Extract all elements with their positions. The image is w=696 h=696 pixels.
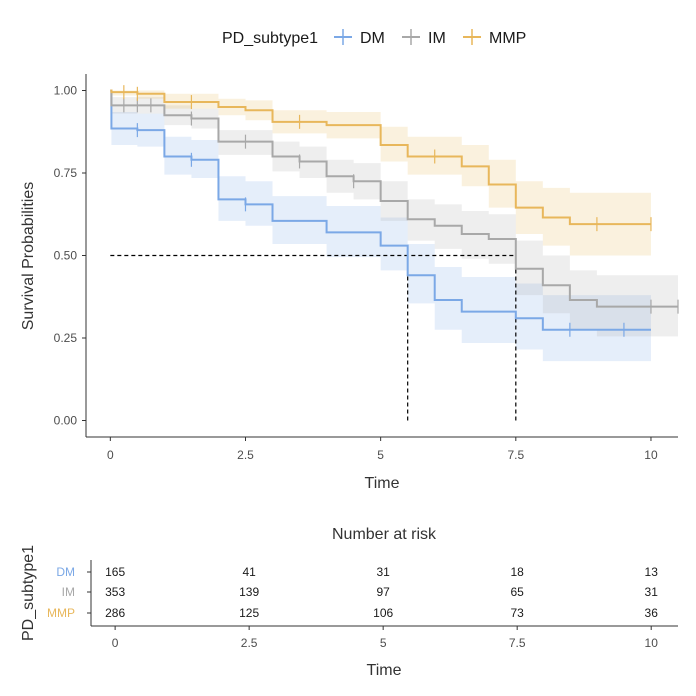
risk-count: 139 [239,585,259,599]
y-tick-label: 0.75 [54,166,78,180]
risk-row-im: IM 353 139 97 65 31 [62,585,659,599]
risk-x-axis-title: Time [367,662,402,679]
risk-count: 353 [105,585,125,599]
risk-x-tick-label: 10 [645,636,659,650]
risk-count: 31 [376,565,390,579]
survival-curve-mmp [110,89,651,226]
risk-count: 31 [645,585,659,599]
legend-label-dm: DM [360,30,385,47]
ci-band-im [110,90,679,337]
y-axis-title: Survival Probabilities [20,182,37,331]
x-axis-title: Time [365,475,400,492]
survival-curve-dm [110,89,651,331]
x-tick-label: 2.5 [237,448,254,462]
risk-row-dm: DM 165 41 31 18 13 [56,565,658,579]
risk-x-tick-label: 2.5 [241,636,258,650]
risk-count: 65 [510,585,524,599]
legend-item-mmp: MMP [463,29,526,47]
legend-item-dm: DM [334,29,385,47]
risk-count: 97 [376,585,390,599]
risk-count: 73 [510,606,524,620]
risk-count: 106 [373,606,393,620]
x-tick-label: 5 [377,448,384,462]
x-tick-label: 0 [107,448,114,462]
y-tick-label: 0.50 [54,249,78,263]
risk-x-tick-label: 7.5 [509,636,526,650]
risk-y-axis-title: PD_subtype1 [20,545,37,641]
legend-label-im: IM [428,30,446,47]
legend: PD_subtype1 DM IM MMP [222,29,526,47]
risk-table-title: Number at risk [332,526,437,543]
legend-label-mmp: MMP [489,30,526,47]
y-tick-label: 0.00 [54,414,78,428]
x-tick-label: 7.5 [507,448,524,462]
risk-x-tick-label: 5 [380,636,387,650]
x-tick-label: 10 [644,448,658,462]
risk-count: 165 [105,565,125,579]
risk-count: 41 [242,565,256,579]
risk-strata-label: MMP [47,606,75,620]
y-tick-label: 1.00 [54,84,78,98]
risk-strata-label: DM [56,565,75,579]
risk-count: 36 [645,606,659,620]
risk-count: 125 [239,606,259,620]
risk-x-tick-label: 0 [112,636,119,650]
ci-band-mmp [110,90,651,256]
legend-item-im: IM [402,29,446,47]
risk-count: 13 [645,565,659,579]
legend-title: PD_subtype1 [222,30,318,47]
survival-plot: 0 2.5 5 7.5 10 0.00 0.25 0.50 0.75 1.00 Time Sur… [20,74,679,492]
y-tick-label: 0.25 [54,331,78,345]
risk-row-mmp: MMP 286 125 106 73 36 [47,606,658,620]
risk-count: 286 [105,606,125,620]
risk-table: Number at risk DM 165 41 31 18 13 IM 353 139 97 65… [20,526,678,679]
risk-strata-label: IM [62,585,75,599]
risk-count: 18 [510,565,524,579]
